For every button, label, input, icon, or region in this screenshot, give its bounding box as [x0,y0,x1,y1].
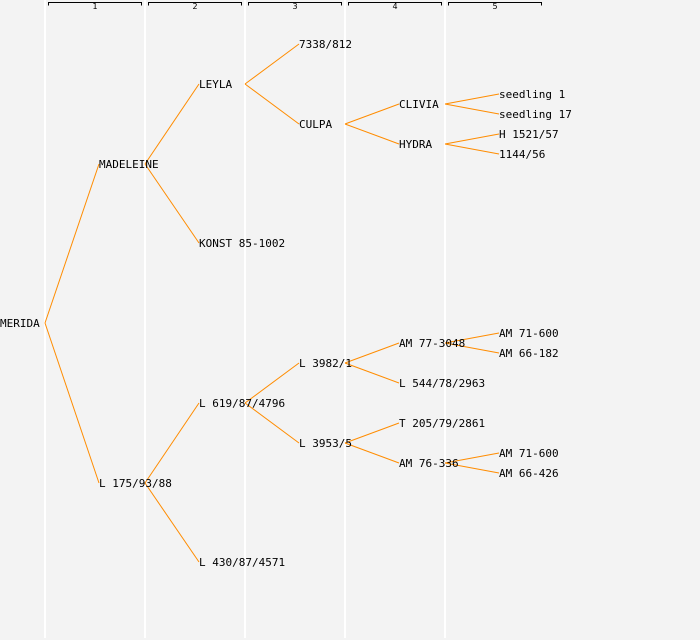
pedigree-node-label: AM 71-600 [499,327,559,340]
pedigree-node-label: L 3953/5 [299,437,352,450]
pedigree-node-label: AM 66-426 [499,467,559,480]
pedigree-node-label: L 619/87/4796 [199,397,285,410]
pedigree-node-label: L 430/87/4571 [199,556,285,569]
pedigree-connector [444,452,500,464]
pedigree-connector [144,83,200,165]
generation-bracket [248,2,342,6]
pedigree-node-label: AM 71-600 [499,447,559,460]
pedigree-node-label: MERIDA [0,317,40,330]
pedigree-node-label: L 544/78/2963 [399,377,485,390]
pedigree-connector [244,43,300,85]
pedigree-connector [144,482,200,563]
pedigree-node-label: L 3982/1 [299,357,352,370]
generation-label: 1 [92,2,97,11]
pedigree-connector [344,362,400,384]
pedigree-connector [344,103,400,125]
pedigree-connector [144,163,200,244]
pedigree-node-label: AM 76-336 [399,457,459,470]
pedigree-node-label: CLIVIA [399,98,439,111]
pedigree-connector [444,103,500,115]
pedigree-connector [244,402,300,444]
generation-label: 5 [492,2,497,11]
pedigree-connector [44,322,100,484]
pedigree-connector [44,163,100,324]
pedigree-node-label: MADELEINE [99,158,159,171]
pedigree-connector [444,342,500,354]
generation-label: 4 [392,2,397,11]
generation-bracket [348,2,442,6]
pedigree-connector [244,362,300,404]
pedigree-connector [144,402,200,484]
pedigree-connector [444,332,500,344]
generation-label: 3 [292,2,297,11]
pedigree-connector [344,342,400,364]
pedigree-node-label: L 175/93/88 [99,477,172,490]
pedigree-node-label: seedling 17 [499,108,572,121]
generation-bracket [448,2,542,6]
pedigree-node-label: KONST 85-1002 [199,237,285,250]
pedigree-node-label: HYDRA [399,138,432,151]
pedigree-node-label: seedling 1 [499,88,565,101]
generation-label: 2 [192,2,197,11]
pedigree-node-label: H 1521/57 [499,128,559,141]
pedigree-node-label: 1144/56 [499,148,545,161]
generation-bracket [48,2,142,6]
pedigree-node-label: CULPA [299,118,332,131]
pedigree-node-label: 7338/812 [299,38,352,51]
pedigree-connector [344,422,400,444]
pedigree-node-label: LEYLA [199,78,232,91]
pedigree-node-label: T 205/79/2861 [399,417,485,430]
pedigree-connector [444,133,500,145]
pedigree-node-label: AM 66-182 [499,347,559,360]
pedigree-connector [444,462,500,474]
pedigree-connector [244,83,300,125]
generation-bracket [148,2,242,6]
pedigree-node-label: AM 77-3048 [399,337,465,350]
pedigree-connector [344,123,400,145]
pedigree-connector [444,93,500,105]
pedigree-connector [444,143,500,155]
pedigree-connector [344,442,400,464]
